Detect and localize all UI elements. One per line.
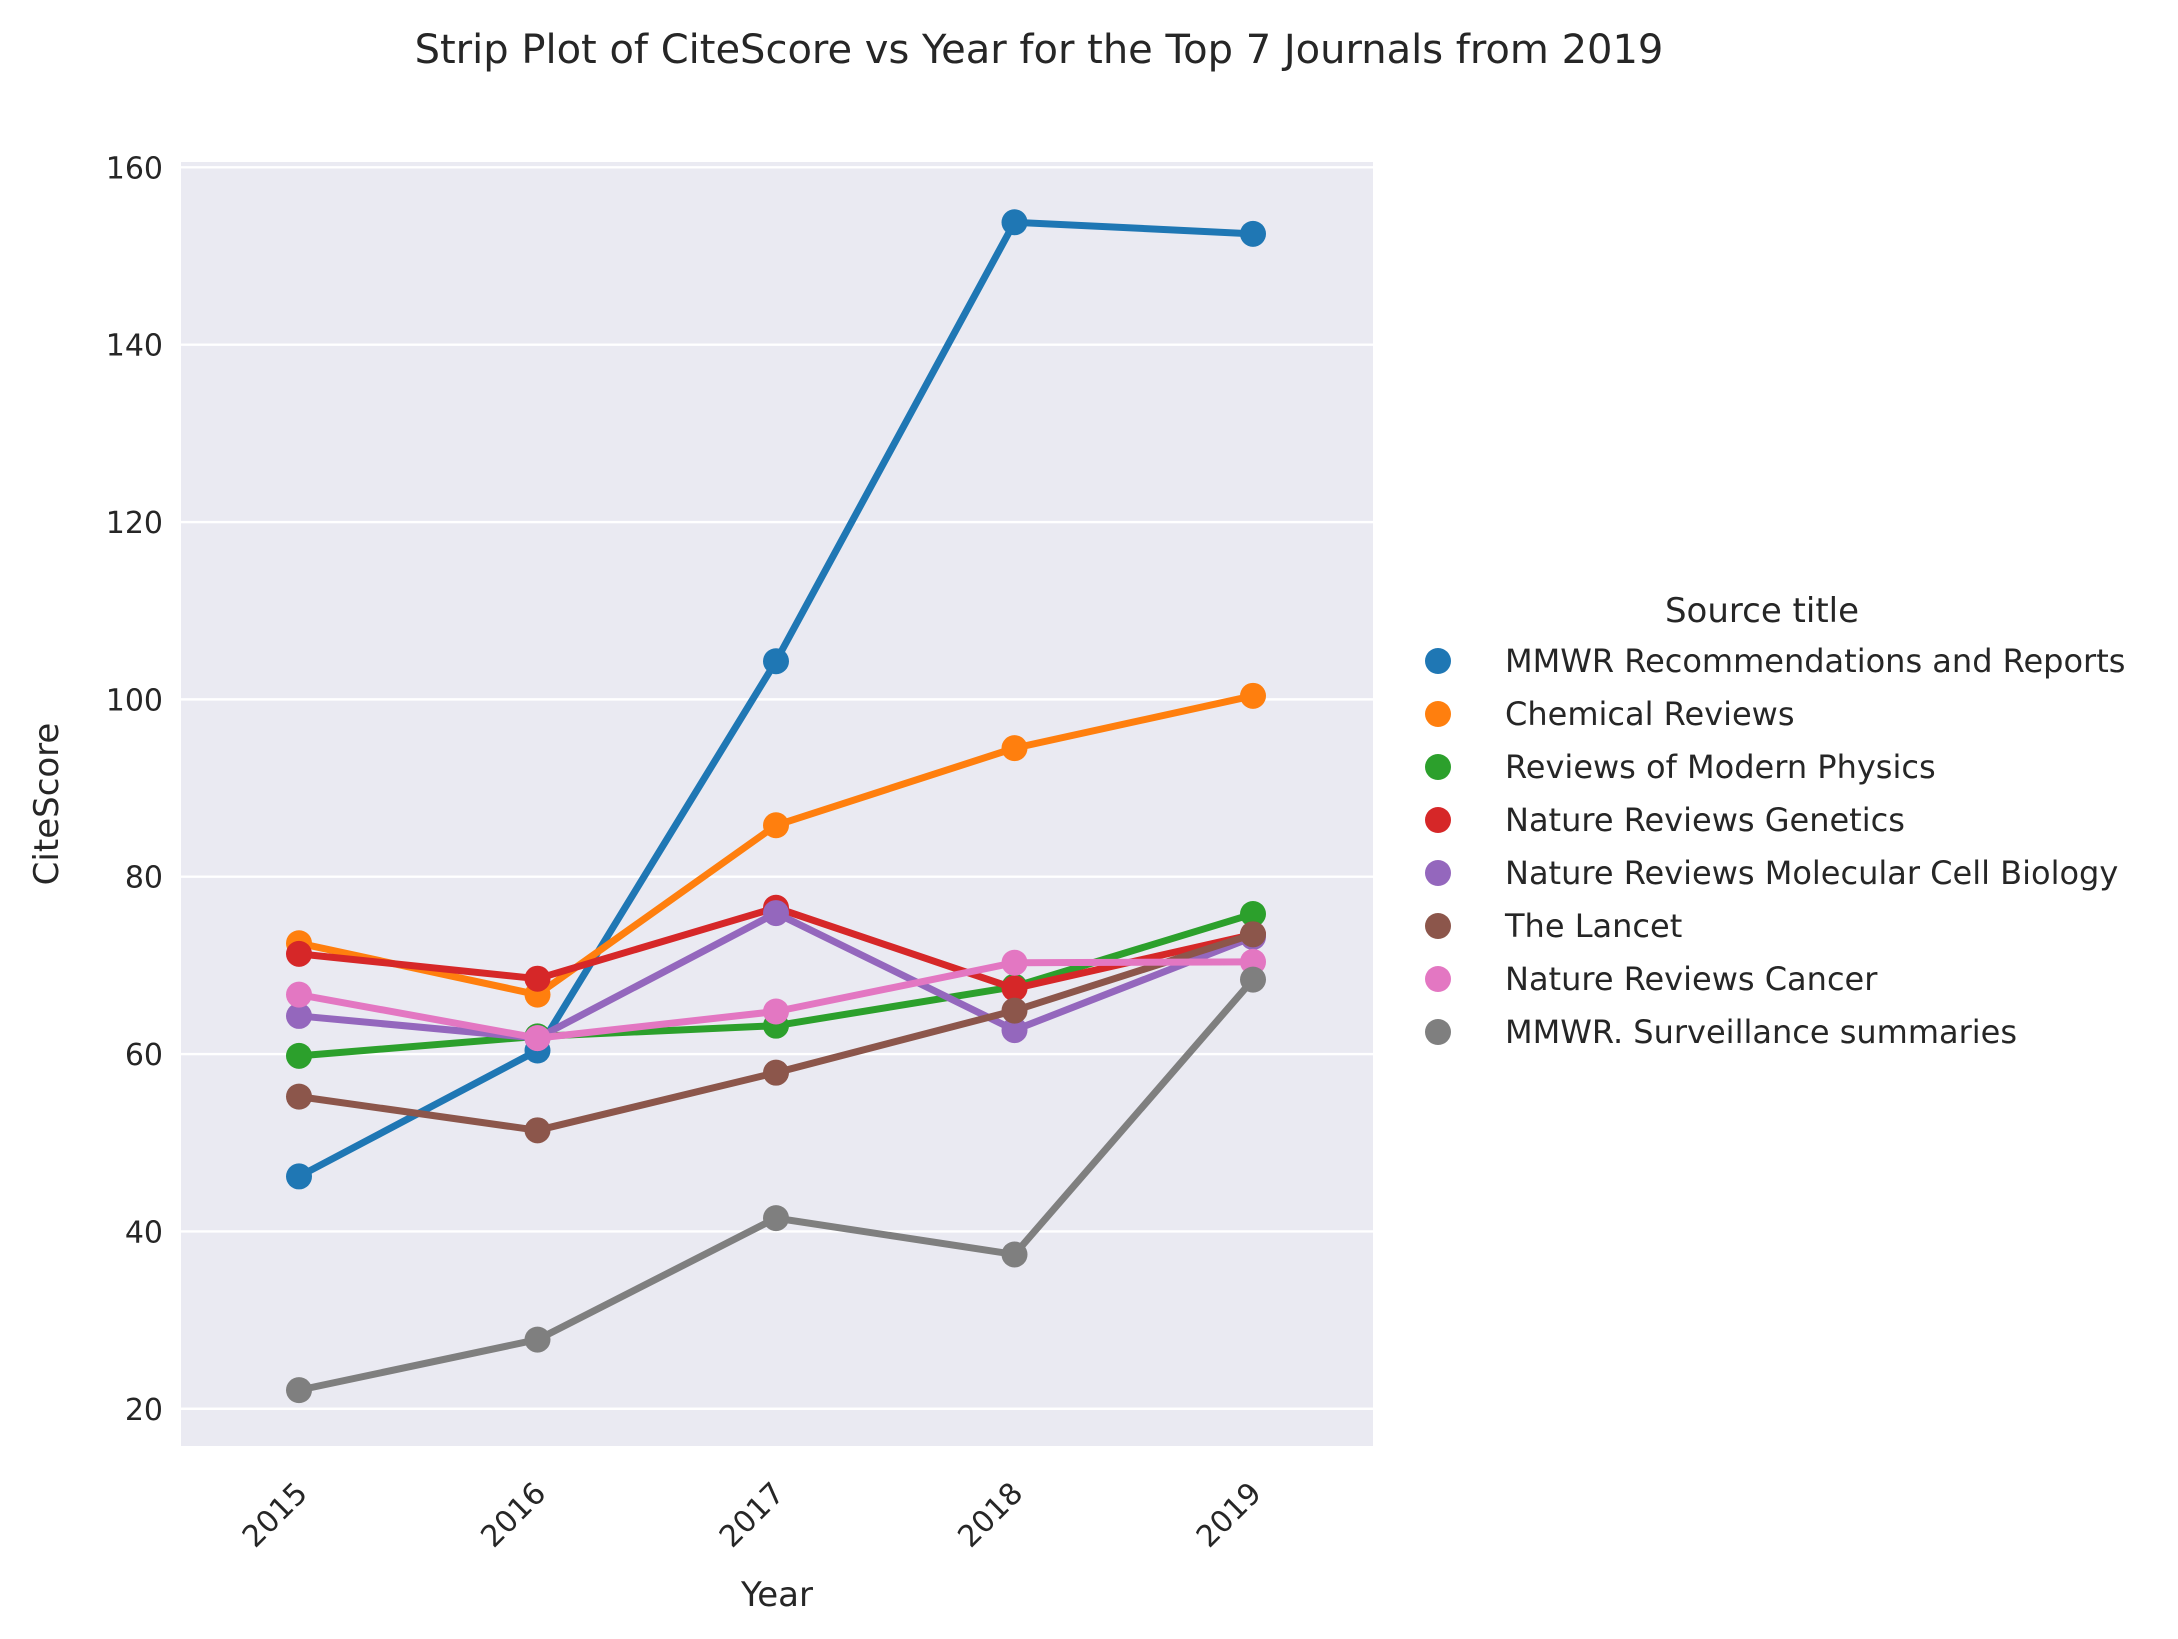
legend-title: Source title (1665, 591, 1859, 631)
x-tick-label: 2019 (1190, 1476, 1269, 1555)
y-tick-label: 160 (106, 151, 163, 186)
legend-marker (1425, 648, 1451, 674)
legend-label: Chemical Reviews (1505, 695, 1794, 733)
legend-marker (1425, 966, 1451, 992)
data-point (763, 900, 789, 927)
x-axis-ticks: 2015 2016 2017 2018 2019 (236, 1476, 1269, 1555)
legend-label: MMWR. Surveillance summaries (1505, 1013, 2017, 1051)
legend-item: Nature Reviews Cancer (1425, 960, 1878, 998)
legend-item: Nature Reviews Genetics (1425, 801, 1905, 839)
data-point (1001, 997, 1028, 1024)
legend-label: MMWR Recommendations and Reports (1505, 642, 2125, 680)
data-point (763, 1059, 789, 1086)
data-point (1001, 735, 1028, 762)
data-point (286, 1002, 312, 1029)
legend-marker (1425, 1019, 1451, 1045)
legend-label: The Lancet (1504, 907, 1682, 945)
legend-marker (1425, 807, 1451, 833)
legend-item: MMWR Recommendations and Reports (1425, 642, 2125, 680)
legend-label: Reviews of Modern Physics (1505, 748, 1936, 786)
legend-label: Nature Reviews Genetics (1505, 801, 1905, 839)
chart-title: Strip Plot of CiteScore vs Year for the … (415, 27, 1664, 73)
y-axis-label: CiteScore (27, 723, 67, 886)
data-point (763, 1205, 789, 1232)
legend-marker (1425, 860, 1451, 886)
plot-area (181, 162, 1373, 1446)
data-point (1240, 900, 1266, 927)
x-tick-label: 2016 (474, 1476, 553, 1555)
data-point (1001, 949, 1028, 976)
legend-item: The Lancet (1425, 907, 1682, 945)
data-point (1001, 1241, 1028, 1268)
data-point (1240, 921, 1266, 948)
data-point (763, 998, 789, 1025)
legend-marker (1425, 701, 1451, 727)
data-point (1240, 966, 1266, 993)
data-point (286, 981, 312, 1008)
legend-item: MMWR. Surveillance summaries (1425, 1013, 2017, 1051)
y-tick-label: 80 (125, 861, 163, 896)
data-point (1001, 209, 1028, 236)
legend-marker (1425, 913, 1451, 939)
y-axis-ticks: 20 40 60 80 100 120 140 160 (106, 151, 163, 1427)
legend-items: MMWR Recommendations and Reports Chemical… (1425, 642, 2125, 1051)
legend: Source title MMWR Recommendations and Re… (1425, 591, 2125, 1051)
x-tick-label: 2018 (951, 1476, 1030, 1555)
legend-item: Reviews of Modern Physics (1425, 748, 1936, 786)
series-lines (286, 209, 1266, 1404)
x-axis-label: Year (740, 1575, 813, 1615)
y-tick-label: 60 (125, 1038, 163, 1073)
data-point (1001, 1017, 1028, 1044)
data-point (1240, 220, 1266, 247)
y-tick-label: 140 (106, 329, 163, 364)
x-tick-label: 2015 (236, 1476, 315, 1555)
data-point (524, 1025, 551, 1052)
series-1 (286, 682, 1266, 1008)
y-tick-label: 100 (106, 683, 163, 718)
data-point (1240, 682, 1266, 709)
legend-item: Chemical Reviews (1425, 695, 1794, 733)
series-5 (286, 921, 1266, 1144)
legend-label: Nature Reviews Cancer (1505, 960, 1878, 998)
x-tick-label: 2017 (713, 1476, 792, 1555)
legend-marker (1425, 754, 1451, 780)
data-point (524, 965, 551, 992)
gridlines (181, 166, 1373, 1410)
legend-item: Nature Reviews Molecular Cell Biology (1425, 854, 2118, 892)
data-point (524, 1326, 551, 1353)
data-point (286, 1163, 312, 1190)
y-tick-label: 120 (106, 506, 163, 541)
data-point (286, 1042, 312, 1069)
data-point (1001, 975, 1028, 1002)
legend-label: Nature Reviews Molecular Cell Biology (1505, 854, 2118, 892)
data-point (286, 940, 312, 967)
data-point (286, 1083, 312, 1110)
data-point (763, 812, 789, 839)
data-point (524, 1117, 551, 1144)
series-7 (286, 966, 1266, 1404)
y-tick-label: 20 (125, 1393, 163, 1428)
y-tick-label: 40 (125, 1215, 163, 1250)
data-point (286, 1377, 312, 1404)
data-point (763, 648, 789, 675)
